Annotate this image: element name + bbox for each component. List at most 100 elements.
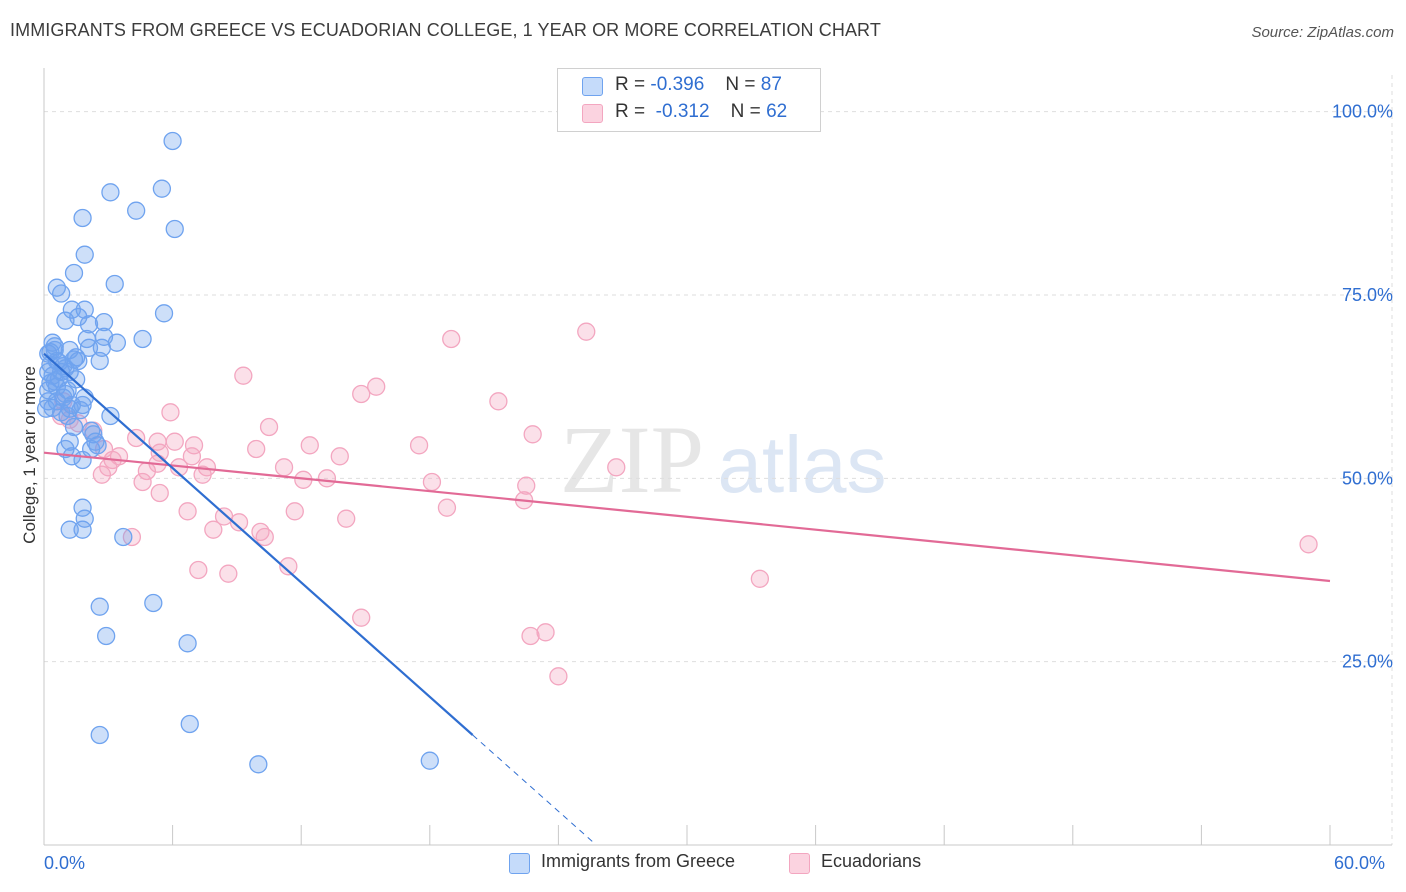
greece-point-13 — [154, 304, 174, 323]
ecuador-point-4 — [352, 384, 371, 404]
greece-point-56 — [73, 498, 92, 517]
ecuador-point-61 — [99, 458, 118, 477]
greece-point-58 — [60, 520, 79, 539]
ecuador-point-15 — [184, 436, 204, 455]
greece-point-60 — [114, 527, 133, 547]
greece-point-83 — [39, 392, 58, 411]
ecuador-point-27 — [274, 458, 294, 477]
ecuador-point-55 — [521, 626, 540, 646]
greece-point-86 — [49, 369, 69, 388]
axes — [43, 68, 1392, 846]
greece-point-43 — [36, 399, 56, 418]
watermark-zip: ZIP — [560, 406, 704, 513]
greece-point-59 — [73, 520, 92, 539]
ecuadorians-points — [51, 322, 1318, 686]
ecuador-point-6 — [161, 403, 180, 422]
greece-points — [36, 131, 439, 774]
greece-point-55 — [73, 450, 92, 470]
greece-point-0 — [163, 131, 182, 151]
ecuador-point-9 — [523, 425, 542, 444]
ecuador-point-22 — [330, 447, 349, 466]
x-tick-max: 60.0% — [1334, 853, 1386, 873]
ecuador-n-value: 62 — [766, 101, 788, 122]
y-tick-label-2: 75.0% — [1342, 285, 1393, 305]
ecuador-point-1 — [442, 329, 461, 349]
greece-swatch — [582, 77, 603, 96]
y-tick-labels: 25.0% 50.0% 75.0% 100.0% — [1332, 102, 1393, 672]
ecuador-point-29 — [193, 465, 212, 484]
ecuador-point-28 — [607, 458, 626, 477]
ecuador-point-17 — [300, 436, 319, 455]
y-tick-label-3: 100.0% — [1332, 102, 1393, 122]
ecuador-point-8 — [259, 417, 279, 437]
greece-point-68 — [420, 751, 439, 770]
greece-point-47 — [64, 417, 84, 437]
grid-lines — [44, 75, 1393, 845]
greece-point-82 — [45, 340, 64, 360]
greece-point-1 — [101, 183, 120, 202]
greece-point-57 — [75, 509, 94, 528]
greece-point-2 — [152, 179, 172, 198]
ecuador-point-16 — [247, 439, 266, 459]
greece-n-label: N = — [725, 74, 756, 95]
greece-point-25 — [92, 338, 112, 357]
ecuador-point-5 — [489, 392, 508, 411]
source-credit: Source: ZipAtlas.com — [1251, 24, 1394, 41]
greece-point-64 — [178, 634, 197, 653]
greece-point-62 — [144, 593, 163, 613]
trend-lines — [43, 352, 1331, 845]
ecuador-point-49 — [279, 557, 298, 576]
greece-point-4 — [73, 208, 92, 228]
ecuador-point-60 — [137, 461, 157, 481]
greece-point-32 — [90, 351, 109, 371]
bottom-legend-ecuador-swatch — [789, 853, 810, 874]
greece-point-22 — [133, 329, 152, 349]
greece-point-8 — [105, 274, 124, 294]
ecuador-point-43 — [229, 513, 249, 532]
greece-point-52 — [56, 439, 75, 459]
ecuador-point-52 — [750, 569, 770, 588]
ecuador-point-21 — [182, 447, 202, 466]
ecuador-point-0 — [577, 322, 596, 341]
greece-point-16 — [79, 315, 99, 334]
ecuador-point-12 — [165, 432, 184, 451]
y-tick-label-0: 25.0% — [1342, 652, 1393, 672]
ecuador-trend-line — [43, 451, 1331, 583]
bottom-legend-greece-label: Immigrants from Greece — [541, 851, 736, 871]
ecuador-r-value: -0.312 — [655, 101, 710, 122]
correlation-legend: R = -0.396 N = 87 R = -0.312 N = 62 — [557, 68, 821, 132]
greece-n-value: 87 — [760, 74, 782, 95]
ecuador-point-31 — [133, 472, 152, 492]
greece-point-77 — [84, 425, 103, 444]
greece-point-61 — [90, 597, 109, 616]
greece-point-81 — [71, 400, 90, 420]
ecuador-point-34 — [422, 472, 442, 492]
greece-r-label: R = — [615, 74, 646, 95]
ecuador-point-50 — [189, 560, 208, 580]
greece-point-65 — [180, 714, 199, 734]
ecuador-point-46 — [255, 527, 274, 547]
ecuador-point-44 — [204, 520, 223, 539]
greece-point-67 — [249, 755, 268, 774]
ecuador-point-3 — [367, 377, 386, 396]
y-tick-label-1: 50.0% — [1342, 468, 1393, 488]
ecuador-point-56 — [549, 667, 568, 686]
x-tick-min: 0.0% — [44, 853, 86, 873]
greece-point-66 — [90, 725, 109, 745]
ecuador-point-18 — [409, 436, 429, 455]
chart-title: IMMIGRANTS FROM GREECE VS ECUADORIAN COL… — [10, 20, 881, 40]
greece-point-46 — [101, 406, 120, 426]
ecuador-point-14 — [148, 432, 167, 451]
greece-point-15 — [69, 307, 88, 327]
bottom-legend-greece-swatch — [509, 853, 530, 874]
ecuador-swatch — [582, 104, 603, 123]
greece-r-value: -0.396 — [650, 74, 705, 95]
ecuador-point-30 — [92, 465, 112, 484]
greece-point-7 — [64, 263, 84, 283]
greece-point-5 — [165, 219, 184, 239]
ecuador-point-35 — [517, 476, 536, 495]
greece-point-12 — [75, 300, 94, 319]
ecuador-point-38 — [437, 498, 457, 517]
ecuador-point-36 — [150, 483, 169, 503]
